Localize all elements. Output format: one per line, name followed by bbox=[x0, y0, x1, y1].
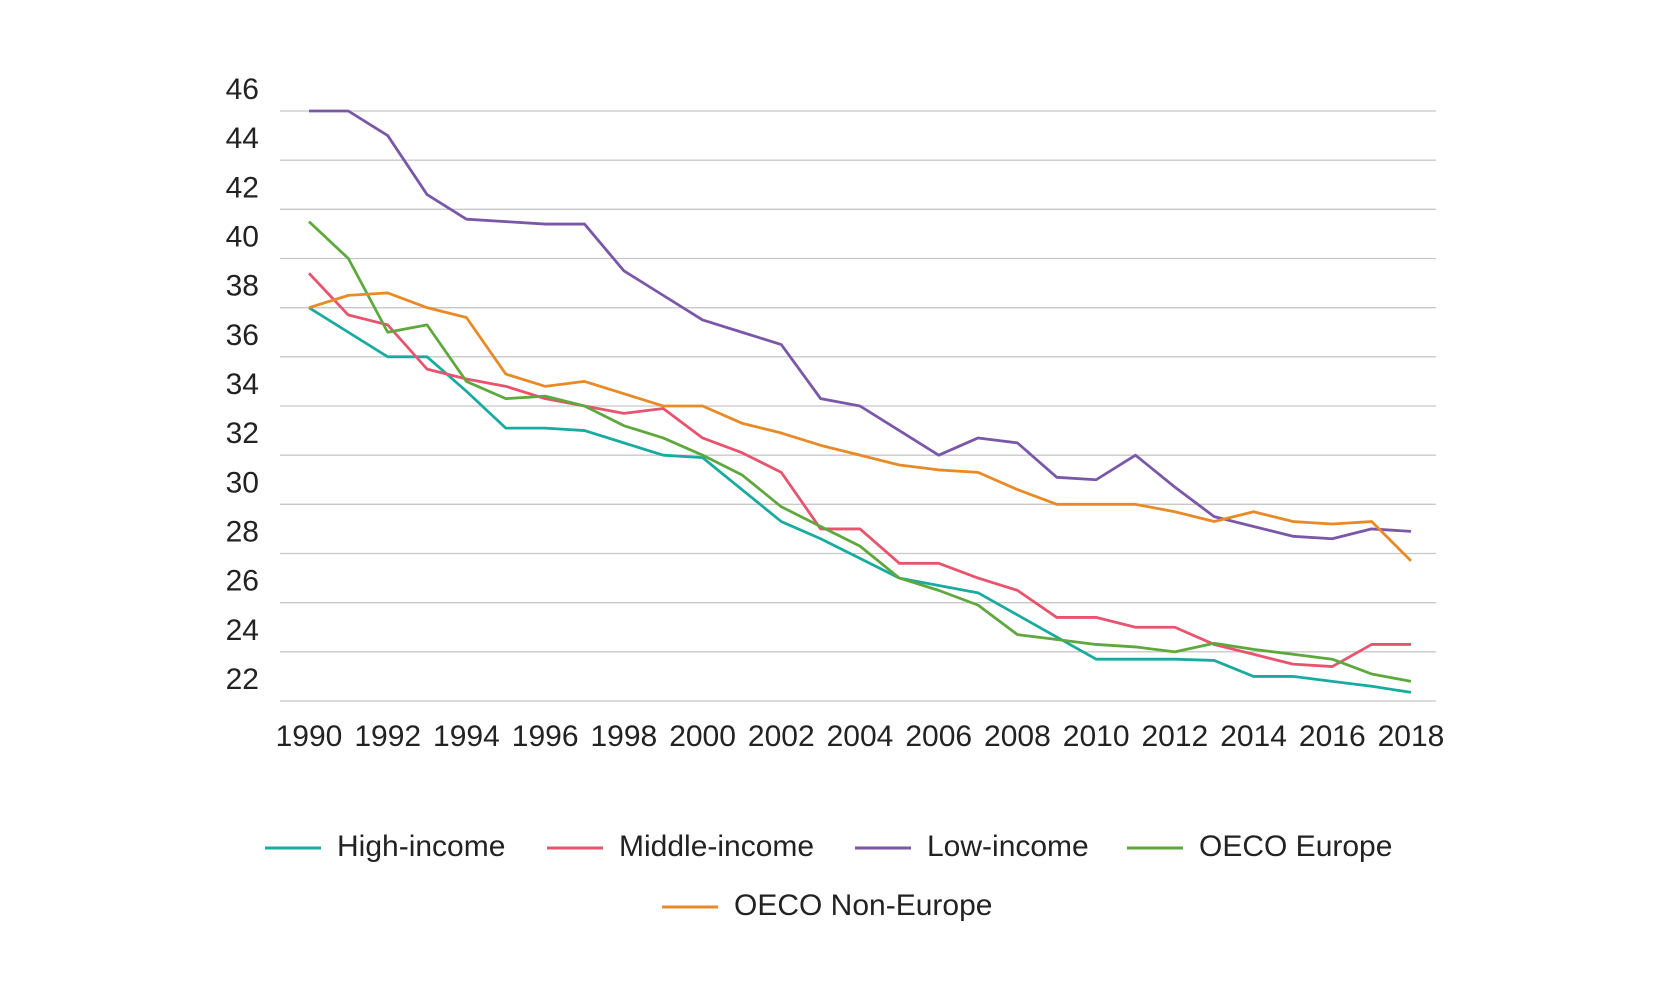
x-tick-label: 2018 bbox=[1378, 720, 1445, 753]
x-tick-label: 1996 bbox=[512, 720, 579, 753]
series-line bbox=[308, 220, 1412, 683]
series-line bbox=[309, 109, 1412, 541]
x-tick-label: 1994 bbox=[433, 720, 500, 753]
y-tick-label: 34 bbox=[226, 368, 259, 401]
x-tick-label: 2010 bbox=[1063, 720, 1130, 753]
y-tick-label: 32 bbox=[226, 417, 259, 450]
y-tick-label: 44 bbox=[226, 122, 259, 155]
x-tick-label: 1998 bbox=[590, 720, 657, 753]
x-tick-label: 1992 bbox=[354, 720, 421, 753]
y-tick-label: 46 bbox=[226, 73, 259, 106]
y-tick-label: 22 bbox=[226, 663, 259, 696]
y-tick-label: 30 bbox=[226, 466, 259, 499]
y-tick-label: 40 bbox=[226, 220, 259, 253]
legend-label: Low-income bbox=[927, 830, 1089, 863]
legend-label: OECO Europe bbox=[1199, 830, 1392, 863]
legend-label: Middle-income bbox=[619, 830, 814, 863]
x-tick-label: 2004 bbox=[827, 720, 894, 753]
series-line bbox=[308, 291, 1412, 562]
y-tick-label: 28 bbox=[226, 515, 259, 548]
legend-label: OECO Non-Europe bbox=[734, 889, 992, 922]
series-line bbox=[307, 272, 1411, 668]
y-tick-label: 24 bbox=[226, 614, 259, 647]
legend-label: High-income bbox=[337, 830, 505, 863]
y-tick-label: 38 bbox=[226, 270, 259, 303]
y-tick-label: 42 bbox=[226, 171, 259, 204]
y-tick-label: 36 bbox=[226, 319, 259, 352]
x-tick-label: 2014 bbox=[1220, 720, 1287, 753]
x-tick-label: 2006 bbox=[905, 720, 972, 753]
x-tick-label: 1990 bbox=[276, 720, 343, 753]
x-tick-label: 2002 bbox=[748, 720, 815, 753]
x-tick-label: 2000 bbox=[669, 720, 736, 753]
x-tick-label: 2008 bbox=[984, 720, 1051, 753]
x-tick-label: 2016 bbox=[1299, 720, 1366, 753]
x-tick-label: 2012 bbox=[1141, 720, 1208, 753]
series-line bbox=[308, 306, 1412, 694]
y-tick-label: 26 bbox=[226, 565, 259, 598]
